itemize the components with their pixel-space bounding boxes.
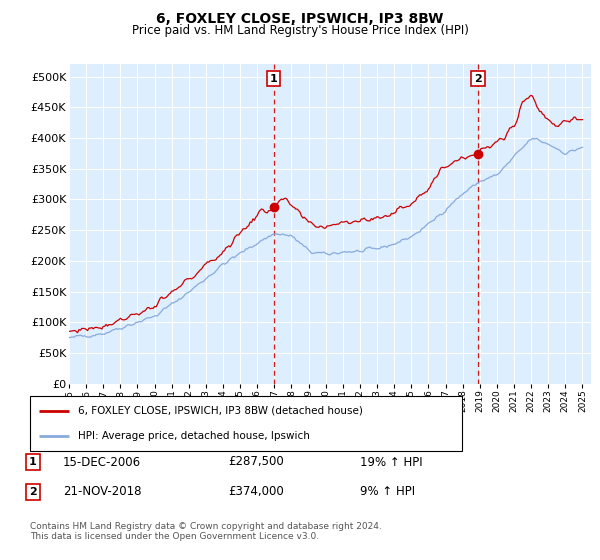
Text: HPI: Average price, detached house, Ipswich: HPI: Average price, detached house, Ipsw…: [77, 431, 310, 441]
Text: 1: 1: [270, 73, 278, 83]
Text: £374,000: £374,000: [228, 485, 284, 498]
Text: £287,500: £287,500: [228, 455, 284, 469]
Text: 15-DEC-2006: 15-DEC-2006: [63, 455, 141, 469]
Text: 19% ↑ HPI: 19% ↑ HPI: [360, 455, 422, 469]
Text: 2: 2: [29, 487, 37, 497]
Text: 9% ↑ HPI: 9% ↑ HPI: [360, 485, 415, 498]
Text: 6, FOXLEY CLOSE, IPSWICH, IP3 8BW (detached house): 6, FOXLEY CLOSE, IPSWICH, IP3 8BW (detac…: [77, 406, 362, 416]
Text: 6, FOXLEY CLOSE, IPSWICH, IP3 8BW: 6, FOXLEY CLOSE, IPSWICH, IP3 8BW: [157, 12, 443, 26]
Text: 2: 2: [474, 73, 482, 83]
Text: Price paid vs. HM Land Registry's House Price Index (HPI): Price paid vs. HM Land Registry's House …: [131, 24, 469, 36]
Text: Contains HM Land Registry data © Crown copyright and database right 2024.
This d: Contains HM Land Registry data © Crown c…: [30, 522, 382, 542]
Text: 21-NOV-2018: 21-NOV-2018: [63, 485, 142, 498]
Text: 1: 1: [29, 457, 37, 467]
